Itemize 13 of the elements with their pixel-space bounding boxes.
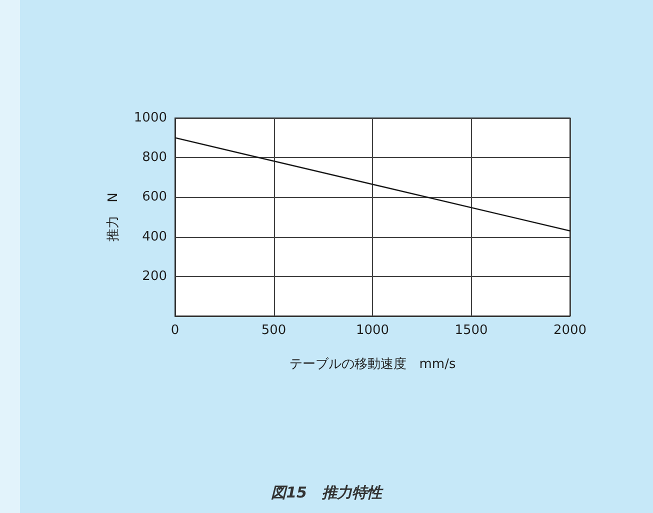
y-tick-label: 800: [142, 150, 167, 166]
x-tick-label: 1000: [356, 323, 390, 338]
x-tick-label: 2000: [553, 323, 587, 338]
y-tick-label: 400: [142, 229, 167, 244]
y-axis-title: 推力 N: [106, 192, 121, 242]
x-tick-label: 0: [170, 323, 180, 338]
y-tick-label: 200: [142, 268, 167, 284]
y-tick-label: 600: [142, 190, 167, 205]
x-axis-title: テーブルの移動速度 mm/s: [289, 356, 456, 372]
y-tick-label: 1000: [134, 110, 167, 126]
text: 図15 推力特性: [271, 484, 384, 502]
x-tick-label: 1500: [454, 323, 488, 338]
x-tick-label: 500: [261, 323, 286, 338]
